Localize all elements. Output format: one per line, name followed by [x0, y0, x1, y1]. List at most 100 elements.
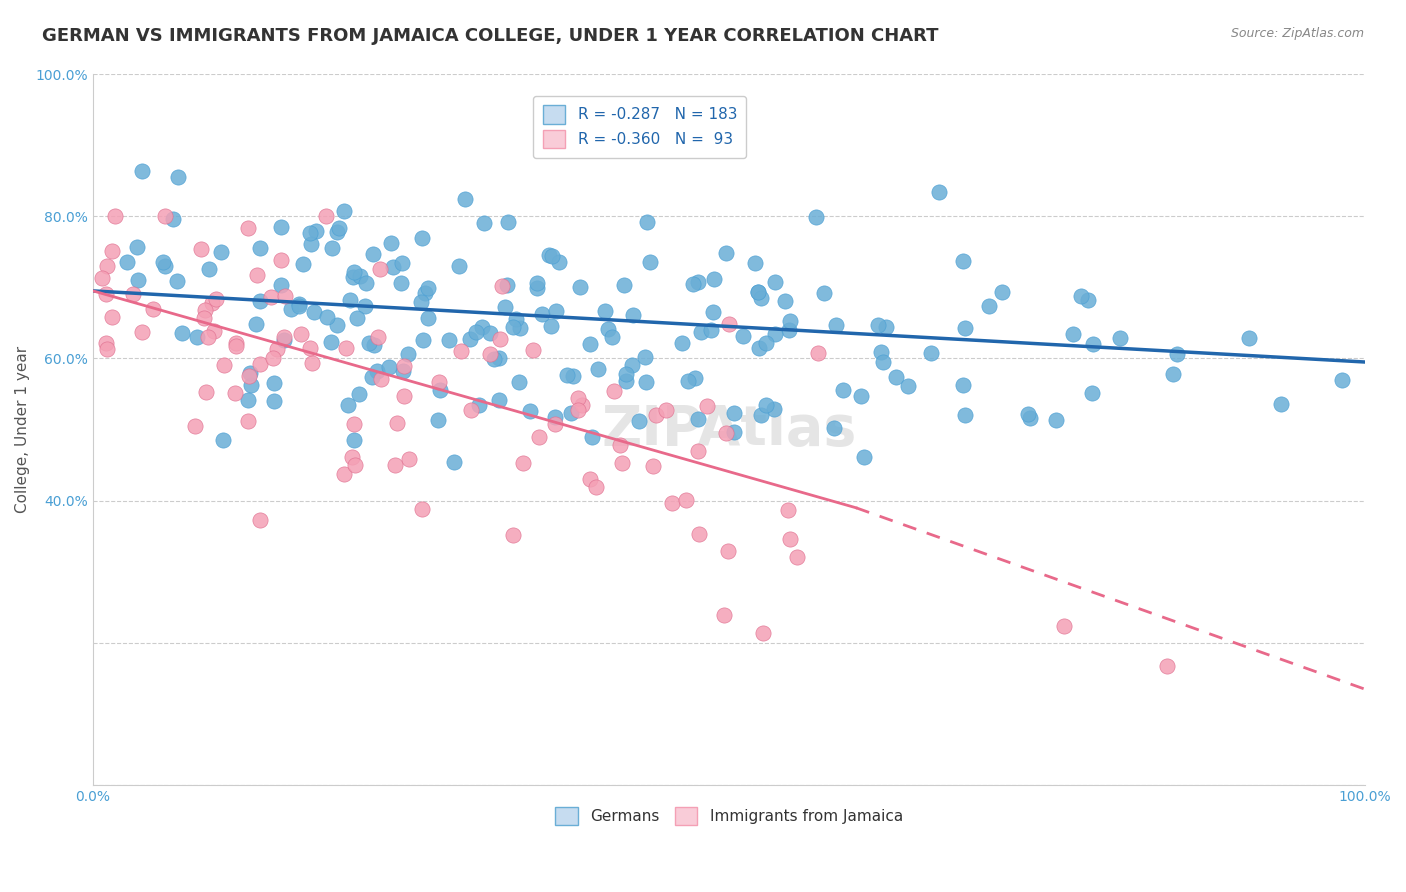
Point: [540, 318, 562, 333]
Point: [429, 383, 451, 397]
Point: [560, 406, 582, 420]
Point: [439, 333, 461, 347]
Point: [567, 403, 589, 417]
Point: [872, 354, 894, 368]
Point: [411, 294, 433, 309]
Point: [751, 408, 773, 422]
Point: [579, 337, 602, 351]
Point: [636, 375, 658, 389]
Point: [127, 240, 149, 254]
Point: [224, 385, 246, 400]
Point: [354, 276, 377, 290]
Point: [319, 334, 342, 349]
Point: [762, 402, 785, 417]
Point: [612, 456, 634, 470]
Point: [952, 253, 974, 268]
Point: [567, 391, 589, 405]
Point: [290, 326, 312, 341]
Point: [472, 216, 495, 230]
Point: [1062, 327, 1084, 342]
Point: [392, 359, 415, 373]
Point: [305, 224, 328, 238]
Text: GERMAN VS IMMIGRANTS FROM JAMAICA COLLEGE, UNDER 1 YEAR CORRELATION CHART: GERMAN VS IMMIGRANTS FROM JAMAICA COLLEG…: [42, 27, 939, 45]
Point: [655, 403, 678, 417]
Point: [131, 326, 153, 340]
Point: [205, 292, 228, 306]
Point: [723, 406, 745, 420]
Point: [398, 452, 420, 467]
Point: [585, 480, 607, 494]
Point: [468, 398, 491, 412]
Point: [621, 309, 644, 323]
Point: [332, 467, 354, 481]
Point: [952, 378, 974, 392]
Point: [236, 221, 259, 235]
Point: [186, 330, 208, 344]
Point: [884, 370, 907, 384]
Point: [526, 281, 548, 295]
Point: [488, 351, 510, 365]
Point: [263, 393, 285, 408]
Point: [315, 310, 337, 324]
Point: [569, 279, 592, 293]
Point: [245, 317, 267, 331]
Point: [239, 366, 262, 380]
Point: [263, 376, 285, 390]
Point: [370, 371, 392, 385]
Point: [291, 257, 314, 271]
Point: [270, 219, 292, 234]
Point: [378, 359, 401, 374]
Point: [339, 293, 361, 307]
Point: [280, 301, 302, 316]
Point: [717, 317, 740, 331]
Point: [127, 272, 149, 286]
Point: [262, 351, 284, 366]
Point: [571, 398, 593, 412]
Point: [288, 299, 311, 313]
Point: [427, 413, 450, 427]
Point: [166, 274, 188, 288]
Point: [686, 275, 709, 289]
Point: [832, 383, 855, 397]
Point: [763, 275, 786, 289]
Point: [328, 221, 350, 235]
Point: [249, 293, 271, 308]
Point: [396, 347, 419, 361]
Point: [519, 404, 541, 418]
Point: [634, 350, 657, 364]
Point: [337, 398, 360, 412]
Point: [380, 236, 402, 251]
Point: [225, 335, 247, 350]
Point: [488, 332, 510, 346]
Point: [194, 303, 217, 318]
Point: [96, 335, 118, 350]
Point: [953, 408, 976, 422]
Point: [96, 342, 118, 356]
Point: [212, 358, 235, 372]
Point: [778, 503, 800, 517]
Point: [443, 455, 465, 469]
Point: [526, 276, 548, 290]
Point: [1330, 373, 1353, 387]
Point: [754, 398, 776, 412]
Point: [531, 307, 554, 321]
Point: [779, 314, 801, 328]
Point: [450, 343, 472, 358]
Point: [927, 185, 949, 199]
Point: [596, 321, 619, 335]
Point: [115, 255, 138, 269]
Point: [326, 225, 349, 239]
Point: [416, 311, 439, 326]
Point: [96, 260, 118, 274]
Point: [332, 204, 354, 219]
Legend: Germans, Immigrants from Jamaica: Germans, Immigrants from Jamaica: [546, 797, 912, 834]
Point: [367, 330, 389, 344]
Point: [716, 246, 738, 260]
Point: [509, 321, 531, 335]
Text: Source: ZipAtlas.com: Source: ZipAtlas.com: [1230, 27, 1364, 40]
Point: [413, 285, 436, 300]
Point: [412, 334, 434, 348]
Point: [675, 493, 697, 508]
Point: [287, 297, 309, 311]
Point: [603, 384, 626, 399]
